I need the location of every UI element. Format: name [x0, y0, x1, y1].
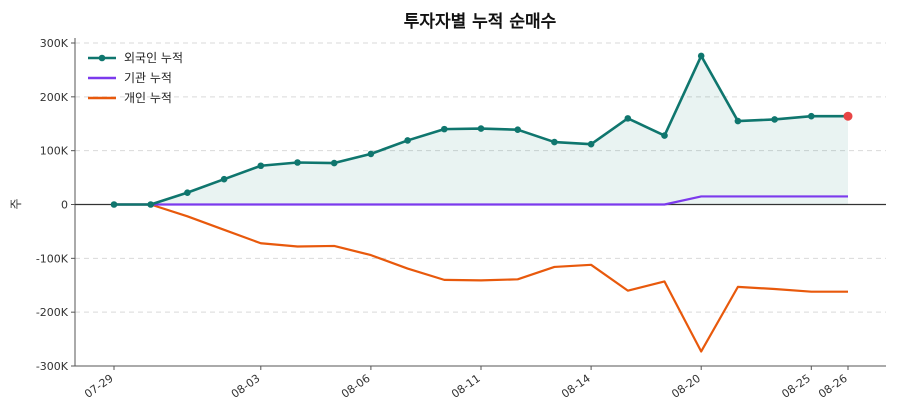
y-tick-label: -300K	[36, 360, 69, 373]
data-point	[330, 159, 338, 167]
y-tick-label: 0	[61, 199, 68, 212]
series-line	[114, 203, 848, 353]
axes: -300K -200K -100K 0 100K 200K 300K 07-29 08-03 08…	[36, 37, 886, 401]
data-point	[404, 137, 411, 144]
x-tick-label: 08-25	[779, 372, 813, 401]
x-tick-label: 08-03	[229, 372, 263, 401]
y-tick-label: 200K	[40, 91, 69, 104]
data-point	[661, 132, 668, 139]
legend-label: 개인 누적	[124, 91, 172, 105]
series-lines	[110, 52, 853, 353]
y-axis-label: 주	[9, 198, 23, 209]
data-point	[514, 126, 521, 133]
x-tick-label: 07-29	[82, 372, 116, 401]
data-point	[771, 116, 778, 123]
legend-label: 외국인 누적	[124, 51, 183, 65]
data-point	[184, 189, 191, 196]
data-point	[294, 159, 301, 166]
data-point	[808, 112, 815, 120]
data-point	[441, 125, 448, 133]
chart-title: 투자자별 누적 순매수	[404, 12, 557, 32]
legend-marker	[98, 54, 106, 62]
data-point	[734, 117, 742, 125]
data-point	[551, 138, 558, 146]
data-point	[587, 140, 595, 148]
data-point	[697, 52, 705, 60]
x-tick-label: 08-11	[449, 372, 483, 401]
x-tick-label: 08-20	[669, 372, 703, 401]
x-tick-label: 08-26	[816, 372, 850, 401]
last-point-marker	[843, 111, 853, 121]
data-point	[367, 150, 375, 158]
y-tick-label: 300K	[40, 37, 69, 50]
data-point	[477, 125, 485, 132]
x-tick-label: 08-06	[339, 372, 373, 401]
y-tick-label: 100K	[40, 145, 69, 158]
data-point	[110, 201, 118, 208]
data-point	[147, 201, 154, 208]
x-tick-label: 08-14	[559, 372, 593, 401]
series-line	[114, 195, 848, 206]
y-tick-label: -200K	[36, 306, 69, 319]
legend-label: 기관 누적	[124, 71, 172, 85]
y-tick-label: -100K	[36, 252, 69, 265]
data-point	[220, 175, 228, 183]
data-point	[257, 162, 265, 170]
data-point	[624, 115, 632, 122]
